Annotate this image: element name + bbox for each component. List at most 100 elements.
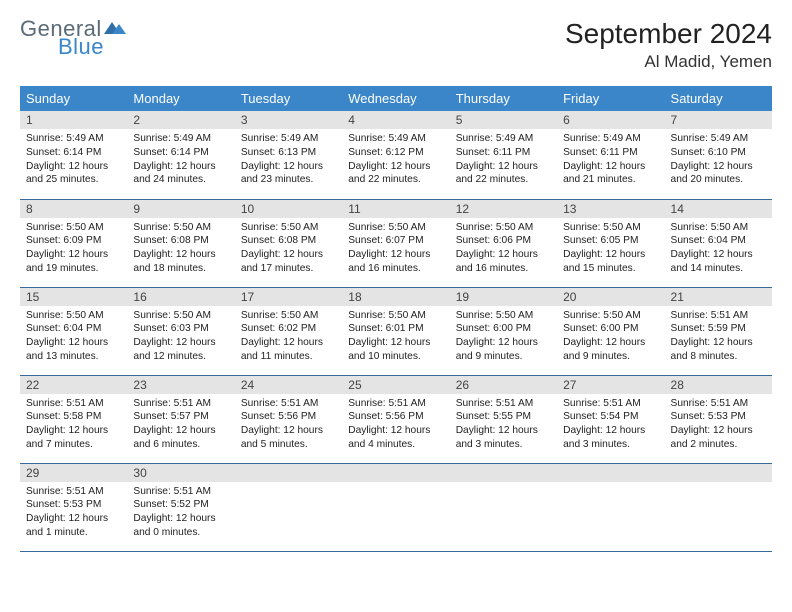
sunset-line: Sunset: 6:07 PM (348, 234, 443, 248)
sunrise-line: Sunrise: 5:49 AM (241, 132, 336, 146)
sunrise-line: Sunrise: 5:50 AM (26, 221, 121, 235)
day-number: 25 (342, 376, 449, 394)
sunrise-line: Sunrise: 5:49 AM (133, 132, 228, 146)
calendar-cell: 26Sunrise: 5:51 AMSunset: 5:55 PMDayligh… (450, 375, 557, 463)
sunrise-line: Sunrise: 5:50 AM (241, 221, 336, 235)
day-number: 23 (127, 376, 234, 394)
sunset-line: Sunset: 6:12 PM (348, 146, 443, 160)
calendar-cell: 1Sunrise: 5:49 AMSunset: 6:14 PMDaylight… (20, 111, 127, 199)
calendar-row: 8Sunrise: 5:50 AMSunset: 6:09 PMDaylight… (20, 199, 772, 287)
sunrise-line: Sunrise: 5:51 AM (456, 397, 551, 411)
day-body: Sunrise: 5:50 AMSunset: 6:00 PMDaylight:… (557, 306, 664, 369)
sunrise-line: Sunrise: 5:50 AM (348, 221, 443, 235)
sunrise-line: Sunrise: 5:51 AM (348, 397, 443, 411)
sunrise-line: Sunrise: 5:50 AM (563, 309, 658, 323)
daylight-line: Daylight: 12 hours and 4 minutes. (348, 424, 443, 452)
daylight-line: Daylight: 12 hours and 16 minutes. (348, 248, 443, 276)
sunset-line: Sunset: 6:00 PM (456, 322, 551, 336)
daylight-line: Daylight: 12 hours and 24 minutes. (133, 160, 228, 188)
day-number: 19 (450, 288, 557, 306)
day-number: 26 (450, 376, 557, 394)
daylight-line: Daylight: 12 hours and 14 minutes. (671, 248, 766, 276)
calendar-cell: 13Sunrise: 5:50 AMSunset: 6:05 PMDayligh… (557, 199, 664, 287)
day-body: Sunrise: 5:49 AMSunset: 6:11 PMDaylight:… (450, 129, 557, 192)
calendar-cell: 3Sunrise: 5:49 AMSunset: 6:13 PMDaylight… (235, 111, 342, 199)
calendar-cell (450, 463, 557, 551)
calendar-cell: 12Sunrise: 5:50 AMSunset: 6:06 PMDayligh… (450, 199, 557, 287)
day-number (557, 464, 664, 482)
sunrise-line: Sunrise: 5:50 AM (456, 309, 551, 323)
calendar-row: 15Sunrise: 5:50 AMSunset: 6:04 PMDayligh… (20, 287, 772, 375)
day-number: 18 (342, 288, 449, 306)
daylight-line: Daylight: 12 hours and 7 minutes. (26, 424, 121, 452)
daylight-line: Daylight: 12 hours and 22 minutes. (456, 160, 551, 188)
day-body: Sunrise: 5:51 AMSunset: 5:53 PMDaylight:… (20, 482, 127, 545)
sunset-line: Sunset: 6:11 PM (563, 146, 658, 160)
day-body: Sunrise: 5:50 AMSunset: 6:07 PMDaylight:… (342, 218, 449, 281)
sunset-line: Sunset: 5:56 PM (241, 410, 336, 424)
daylight-line: Daylight: 12 hours and 13 minutes. (26, 336, 121, 364)
sunset-line: Sunset: 5:56 PM (348, 410, 443, 424)
sunrise-line: Sunrise: 5:50 AM (133, 309, 228, 323)
daylight-line: Daylight: 12 hours and 22 minutes. (348, 160, 443, 188)
day-number: 30 (127, 464, 234, 482)
day-number: 2 (127, 111, 234, 129)
day-body (450, 482, 557, 490)
sunrise-line: Sunrise: 5:49 AM (671, 132, 766, 146)
day-number: 24 (235, 376, 342, 394)
day-body: Sunrise: 5:50 AMSunset: 6:04 PMDaylight:… (20, 306, 127, 369)
calendar-cell: 24Sunrise: 5:51 AMSunset: 5:56 PMDayligh… (235, 375, 342, 463)
day-body: Sunrise: 5:50 AMSunset: 6:08 PMDaylight:… (127, 218, 234, 281)
day-number: 12 (450, 200, 557, 218)
day-number (450, 464, 557, 482)
sunrise-line: Sunrise: 5:51 AM (133, 485, 228, 499)
daylight-line: Daylight: 12 hours and 16 minutes. (456, 248, 551, 276)
sunset-line: Sunset: 6:00 PM (563, 322, 658, 336)
calendar-cell: 16Sunrise: 5:50 AMSunset: 6:03 PMDayligh… (127, 287, 234, 375)
month-title: September 2024 (565, 18, 772, 50)
calendar-cell: 4Sunrise: 5:49 AMSunset: 6:12 PMDaylight… (342, 111, 449, 199)
title-block: September 2024 Al Madid, Yemen (565, 18, 772, 72)
sunrise-line: Sunrise: 5:51 AM (671, 397, 766, 411)
weekday-header: Thursday (450, 86, 557, 111)
calendar-cell (235, 463, 342, 551)
sunset-line: Sunset: 5:52 PM (133, 498, 228, 512)
calendar-cell: 29Sunrise: 5:51 AMSunset: 5:53 PMDayligh… (20, 463, 127, 551)
calendar-cell: 30Sunrise: 5:51 AMSunset: 5:52 PMDayligh… (127, 463, 234, 551)
sunset-line: Sunset: 5:59 PM (671, 322, 766, 336)
day-body: Sunrise: 5:51 AMSunset: 5:54 PMDaylight:… (557, 394, 664, 457)
calendar-table: Sunday Monday Tuesday Wednesday Thursday… (20, 86, 772, 552)
sunset-line: Sunset: 6:10 PM (671, 146, 766, 160)
daylight-line: Daylight: 12 hours and 25 minutes. (26, 160, 121, 188)
sunrise-line: Sunrise: 5:49 AM (26, 132, 121, 146)
daylight-line: Daylight: 12 hours and 19 minutes. (26, 248, 121, 276)
day-body (342, 482, 449, 490)
daylight-line: Daylight: 12 hours and 9 minutes. (456, 336, 551, 364)
sunset-line: Sunset: 6:04 PM (26, 322, 121, 336)
location: Al Madid, Yemen (565, 52, 772, 72)
daylight-line: Daylight: 12 hours and 3 minutes. (563, 424, 658, 452)
sunrise-line: Sunrise: 5:49 AM (348, 132, 443, 146)
sunset-line: Sunset: 6:11 PM (456, 146, 551, 160)
sunrise-line: Sunrise: 5:51 AM (671, 309, 766, 323)
day-number (665, 464, 772, 482)
day-body: Sunrise: 5:49 AMSunset: 6:14 PMDaylight:… (20, 129, 127, 192)
day-body: Sunrise: 5:50 AMSunset: 6:05 PMDaylight:… (557, 218, 664, 281)
day-body: Sunrise: 5:49 AMSunset: 6:12 PMDaylight:… (342, 129, 449, 192)
day-number (342, 464, 449, 482)
calendar-cell: 11Sunrise: 5:50 AMSunset: 6:07 PMDayligh… (342, 199, 449, 287)
day-body: Sunrise: 5:50 AMSunset: 6:08 PMDaylight:… (235, 218, 342, 281)
logo: General Blue (20, 18, 126, 58)
day-body: Sunrise: 5:50 AMSunset: 6:02 PMDaylight:… (235, 306, 342, 369)
daylight-line: Daylight: 12 hours and 2 minutes. (671, 424, 766, 452)
daylight-line: Daylight: 12 hours and 10 minutes. (348, 336, 443, 364)
daylight-line: Daylight: 12 hours and 12 minutes. (133, 336, 228, 364)
day-body: Sunrise: 5:50 AMSunset: 6:01 PMDaylight:… (342, 306, 449, 369)
day-number: 1 (20, 111, 127, 129)
calendar-cell (665, 463, 772, 551)
sunrise-line: Sunrise: 5:50 AM (563, 221, 658, 235)
daylight-line: Daylight: 12 hours and 23 minutes. (241, 160, 336, 188)
sunset-line: Sunset: 6:05 PM (563, 234, 658, 248)
calendar-row: 29Sunrise: 5:51 AMSunset: 5:53 PMDayligh… (20, 463, 772, 551)
sunrise-line: Sunrise: 5:50 AM (241, 309, 336, 323)
